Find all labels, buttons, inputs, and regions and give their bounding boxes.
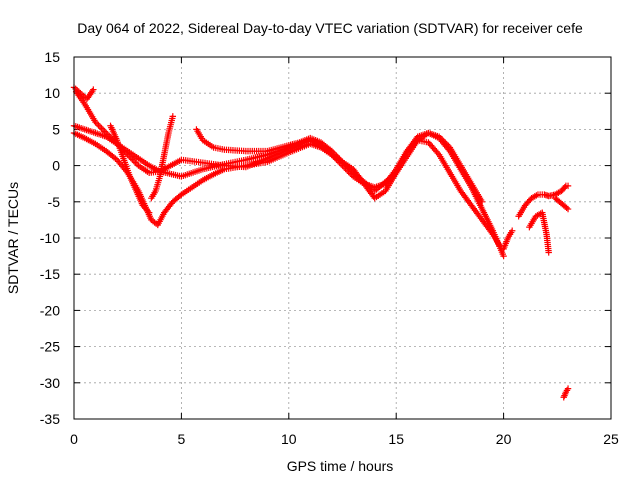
data-point (169, 113, 177, 120)
data-point (90, 86, 97, 93)
data-point (144, 208, 152, 215)
x-tick-label: 0 (70, 431, 78, 447)
x-tick-labels: 0 5 10 15 20 25 (70, 431, 619, 447)
y-tick-label: -5 (48, 194, 61, 210)
y-tick-label: -35 (40, 411, 60, 427)
y-tick-label: 10 (44, 85, 60, 101)
data-point (508, 227, 516, 234)
y-tick-label: -10 (40, 230, 60, 246)
data-point (500, 252, 507, 260)
data-point (564, 182, 572, 190)
plot-frame (73, 56, 612, 420)
data-point (564, 205, 572, 213)
y-axis-label: SDTVAR / TECUs (5, 182, 21, 294)
y-tick-label: 15 (44, 49, 60, 65)
x-tick-label: 20 (496, 431, 512, 447)
y-tick-label: 5 (52, 121, 60, 137)
series-arc-12 (560, 385, 572, 401)
series-arc-8 (500, 227, 516, 253)
series-arc-11 (551, 194, 572, 213)
data-point (145, 209, 153, 216)
y-tick-label: -20 (40, 302, 60, 318)
data-points (70, 84, 572, 401)
data-point (176, 192, 184, 199)
series-arc-9 (515, 182, 572, 220)
data-point (563, 204, 570, 212)
series-arc-6 (148, 113, 177, 202)
data-point (478, 198, 486, 205)
y-tick-label: -30 (40, 375, 60, 391)
x-tick-label: 10 (281, 431, 297, 447)
x-axis-label: GPS time / hours (287, 458, 394, 474)
series-arc-7 (193, 126, 335, 155)
data-point (564, 385, 572, 392)
data-point (328, 147, 335, 155)
x-tick-label: 25 (603, 431, 619, 447)
series-arc-5 (107, 122, 153, 216)
x-tick-label: 15 (388, 431, 404, 447)
data-point (545, 249, 552, 256)
y-tick-labels: 15 10 5 0 -5 -10 -15 -20 -25 -30 -35 (40, 49, 60, 427)
grid (74, 57, 611, 419)
y-tick-label: -15 (40, 266, 60, 282)
data-point (561, 183, 569, 191)
y-tick-label: -25 (40, 339, 60, 355)
series-arc-10 (526, 209, 552, 256)
series-arc-1 (70, 84, 97, 103)
chart-title: Day 064 of 2022, Sidereal Day-to-day VTE… (77, 20, 583, 36)
x-tick-label: 5 (178, 431, 186, 447)
y-tick-label: 0 (52, 158, 60, 174)
